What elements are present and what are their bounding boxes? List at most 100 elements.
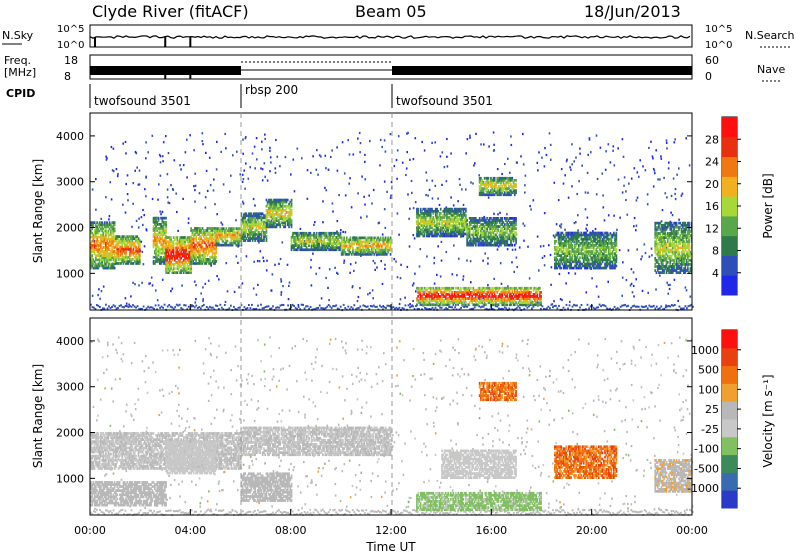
echo-cell <box>343 236 345 240</box>
freq-tick-bottom: 8 <box>64 70 71 83</box>
echo-cell <box>318 231 320 235</box>
echo-cell <box>359 242 362 246</box>
echo-cell <box>352 250 354 254</box>
ground-scatter-cell <box>91 306 94 309</box>
echo-cell <box>386 238 388 242</box>
scatter-cell <box>256 158 258 161</box>
echo-cell <box>116 241 118 245</box>
echo-cell <box>329 246 332 249</box>
echo-cell <box>269 204 271 208</box>
scatter-cell <box>667 167 670 170</box>
echo-cell <box>108 242 111 245</box>
echo-cell <box>214 247 216 251</box>
echo-cell <box>273 204 275 208</box>
scatter-cell <box>238 244 240 247</box>
scatter-cell <box>313 223 315 226</box>
echo-cell <box>116 253 118 257</box>
echo-cell <box>138 245 141 249</box>
echo-cell <box>389 240 392 244</box>
echo-cell <box>162 249 165 253</box>
echo-cell <box>167 242 170 246</box>
echo-cell <box>335 248 338 252</box>
echo-cell <box>194 253 196 257</box>
echo-cell <box>332 231 334 235</box>
scatter-cell <box>271 273 274 276</box>
echo-cell <box>284 200 287 204</box>
echo-cell <box>112 242 115 245</box>
echo-cell <box>100 233 102 237</box>
echo-cell <box>95 262 97 266</box>
scatter-cell <box>569 300 571 303</box>
echo-cell <box>187 261 190 264</box>
echo-cell <box>160 233 162 236</box>
scatter-cell <box>507 285 509 288</box>
echo-cell <box>275 211 278 214</box>
echo-cell <box>417 214 419 217</box>
echo-cell <box>187 256 190 260</box>
echo-cell <box>155 218 157 222</box>
echo-cell <box>298 244 300 247</box>
scatter-cell <box>390 194 392 197</box>
echo-cell <box>465 301 467 304</box>
ground-scatter-cell <box>251 303 253 306</box>
echo-cell <box>152 220 155 224</box>
echo-cell <box>194 227 196 230</box>
echo-cell <box>419 232 422 236</box>
echo-cell <box>214 251 216 255</box>
scatter-cell <box>357 295 360 299</box>
echo-cell <box>159 237 161 241</box>
echo-cell <box>105 252 107 255</box>
echo-cell <box>195 260 197 263</box>
echo-cell <box>365 246 368 250</box>
ground-scatter-cell <box>553 305 556 307</box>
scatter-cell <box>655 149 657 152</box>
echo-cell <box>225 239 228 243</box>
echo-cell <box>95 244 97 247</box>
scatter-cell <box>577 214 579 217</box>
echo-cell <box>164 245 166 249</box>
echo-cell <box>195 235 197 238</box>
echo-cell <box>156 258 159 261</box>
echo-cell <box>113 223 116 227</box>
echo-cell <box>212 260 215 263</box>
echo-cell <box>105 266 107 270</box>
echo-cell <box>179 236 181 239</box>
echo-cell <box>264 214 266 218</box>
echo-cell <box>199 243 201 247</box>
echo-cell <box>266 202 269 206</box>
echo-cell <box>125 239 127 243</box>
echo-cell <box>271 211 274 214</box>
echo-cell <box>212 229 215 232</box>
scatter-cell <box>506 213 508 216</box>
echo-cell <box>381 244 383 248</box>
scatter-cell <box>599 146 602 149</box>
ground-scatter-cell <box>616 307 619 310</box>
scatter-cell <box>148 282 150 285</box>
echo-cell <box>296 248 299 252</box>
scatter-cell <box>450 152 452 155</box>
echo-cell <box>93 246 96 249</box>
echo-cell <box>234 231 236 235</box>
echo-cell <box>112 264 115 268</box>
ground-scatter-cell <box>178 303 181 306</box>
echo-cell <box>201 227 204 230</box>
echo-cell <box>156 235 159 238</box>
ground-scatter-cell <box>481 305 484 308</box>
ground-scatter-cell <box>222 308 225 311</box>
echo-cell <box>268 225 270 229</box>
echo-cell <box>312 233 314 237</box>
echo-cell <box>162 251 165 255</box>
echo-cell <box>197 247 200 251</box>
ground-scatter-cell <box>496 305 499 308</box>
scatter-cell <box>421 140 423 144</box>
echo-cell <box>225 227 228 230</box>
echo-cell <box>220 235 223 239</box>
scatter-cell <box>215 168 218 171</box>
echo-cell <box>184 254 186 258</box>
echo-cell <box>423 214 426 217</box>
echo-cell <box>161 233 164 236</box>
ground-scatter-cell <box>362 304 365 307</box>
echo-cell <box>275 223 278 227</box>
ground-scatter-cell <box>133 305 136 308</box>
scatter-cell <box>383 208 386 211</box>
